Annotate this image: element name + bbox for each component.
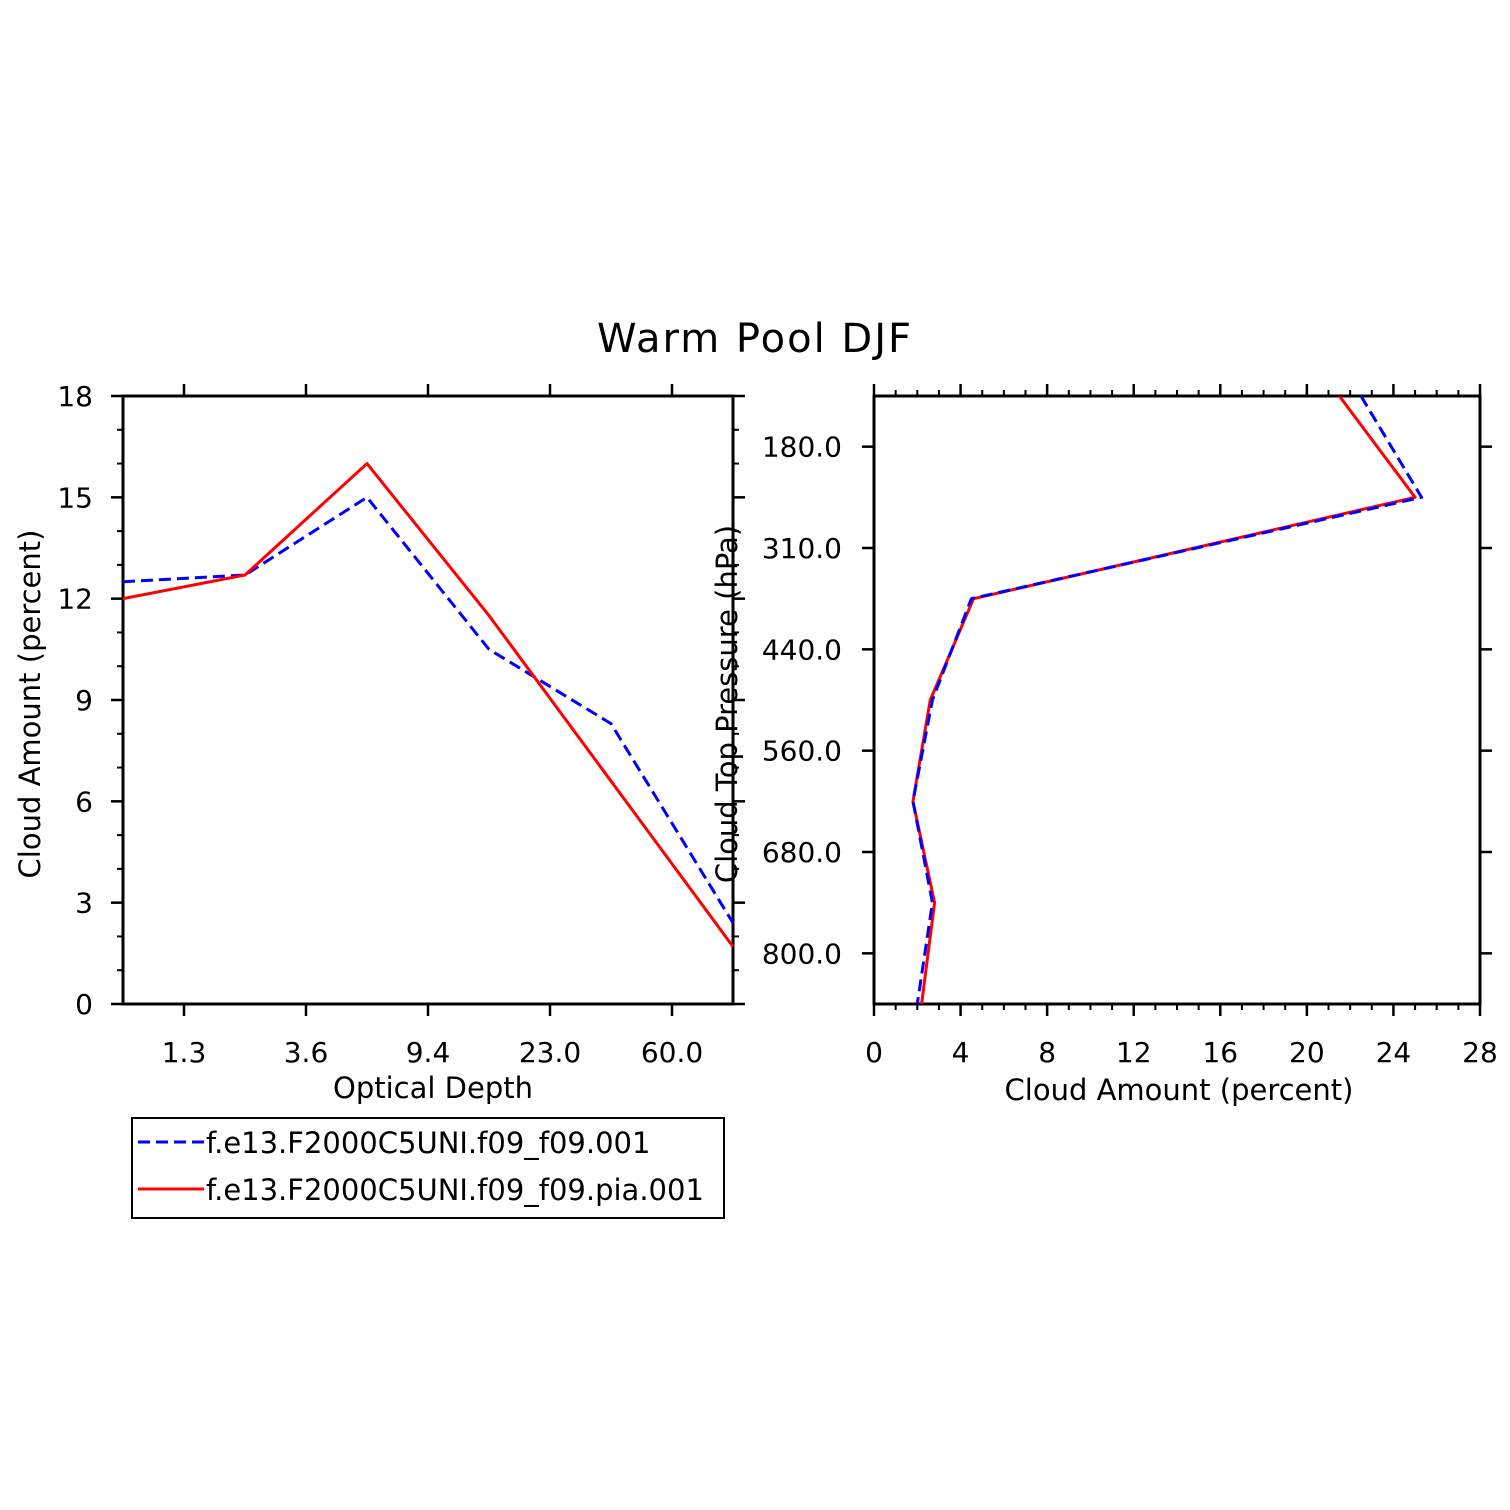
y-tick-label: 440.0 xyxy=(762,633,842,666)
y-tick-label: 680.0 xyxy=(762,836,842,869)
x-tick-label: 20 xyxy=(1289,1036,1325,1069)
x-tick-label: 0 xyxy=(865,1036,883,1069)
y-tick-label: 0 xyxy=(75,988,93,1021)
x-tick-label: 28 xyxy=(1462,1036,1498,1069)
x-tick-label: 16 xyxy=(1202,1036,1238,1069)
y-tick-label: 6 xyxy=(75,785,93,818)
y-tick-label: 15 xyxy=(57,481,93,514)
series-group xyxy=(911,396,1424,1004)
legend-box xyxy=(131,1117,725,1219)
x-tick-label: 23.0 xyxy=(519,1036,581,1069)
x-tick-label: 1.3 xyxy=(162,1036,207,1069)
x-tick-label: 9.4 xyxy=(406,1036,451,1069)
y-tick-label: 560.0 xyxy=(762,735,842,768)
plot-frame xyxy=(872,394,1482,1006)
x-tick-label: 60.0 xyxy=(641,1036,703,1069)
series-line-0 xyxy=(122,495,735,924)
cloud-top-pressure-chart: 0 4 8 12 16 20 24 28 180.0 310.0 440.0 560.0 680.0 80… xyxy=(710,384,1498,1107)
y-tick-label: 3 xyxy=(75,887,93,920)
y-tick-label: 12 xyxy=(57,583,93,616)
figure-title: Warm Pool DJF xyxy=(597,316,913,362)
series-line-1 xyxy=(911,396,1417,1004)
x-tick-label: 8 xyxy=(1038,1036,1056,1069)
optical-depth-chart: 0 3 6 9 12 15 18 1.3 3.6 9.4 23.0 60.0 Optical Depth… xyxy=(13,380,745,1105)
legend: f.e13.F2000C5UNI.f09_f09.001 f.e13.F2000… xyxy=(131,1117,725,1219)
x-tick-label: 3.6 xyxy=(284,1036,329,1069)
y-tick-label: 9 xyxy=(75,684,93,717)
series-line-0 xyxy=(911,396,1424,1004)
y-tick-label: 180.0 xyxy=(762,431,842,464)
plot-frame xyxy=(121,394,735,1006)
y-axis-label: Cloud Amount (percent) xyxy=(13,530,47,879)
x-tick-label: 12 xyxy=(1116,1036,1152,1069)
y-tick-label: 800.0 xyxy=(762,937,842,970)
x-axis-label: Optical Depth xyxy=(333,1071,533,1105)
x-tick-label: 24 xyxy=(1376,1036,1412,1069)
series-line-1 xyxy=(122,462,735,948)
x-tick-label: 4 xyxy=(952,1036,970,1069)
y-tick-label: 310.0 xyxy=(762,532,842,565)
y-axis-label: Cloud Top Pressure (hPa) xyxy=(710,525,744,883)
y-tick-label: 18 xyxy=(57,380,93,413)
x-axis-label: Cloud Amount (percent) xyxy=(1005,1073,1354,1107)
legend-label-0: f.e13.F2000C5UNI.f09_f09.001 xyxy=(206,1126,650,1160)
legend-label-1: f.e13.F2000C5UNI.f09_f09.pia.001 xyxy=(206,1173,704,1207)
